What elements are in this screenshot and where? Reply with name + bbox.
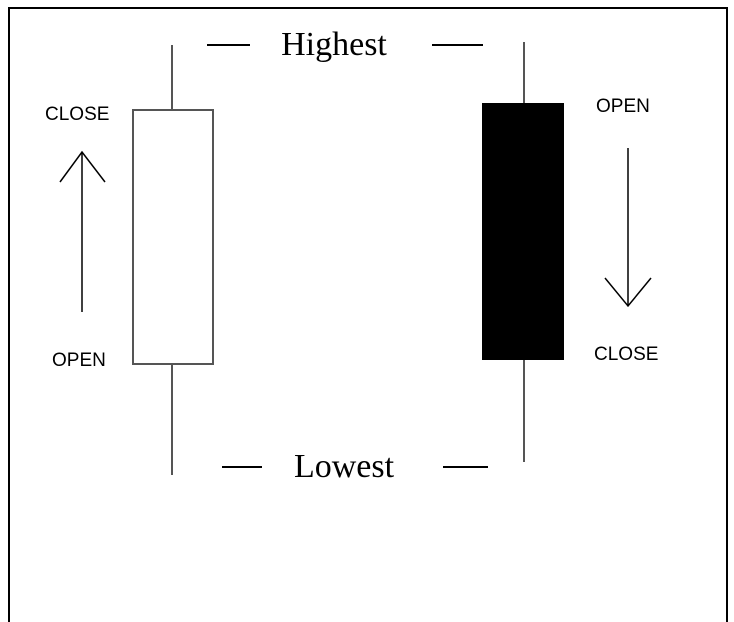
arrow-head (604, 277, 652, 308)
candle-label: CLOSE (45, 104, 109, 125)
highest-label: Highest (281, 26, 387, 63)
frame (8, 7, 728, 622)
candle-label: CLOSE (594, 344, 658, 365)
candle-label: OPEN (52, 350, 106, 371)
candle-body (482, 103, 564, 360)
lowest-label: Lowest (294, 448, 395, 485)
candle-body (132, 109, 214, 365)
candle-label: OPEN (596, 96, 650, 117)
arrow-head (59, 150, 106, 183)
